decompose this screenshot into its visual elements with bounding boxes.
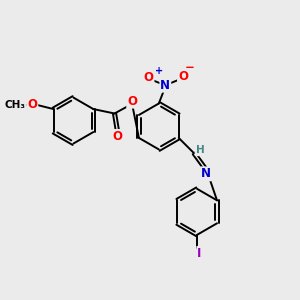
Text: O: O [27,98,38,111]
Text: −: − [185,61,195,74]
Text: CH₃: CH₃ [5,100,26,110]
Text: O: O [112,130,122,143]
Text: O: O [143,71,154,84]
Text: N: N [201,167,211,180]
Text: I: I [197,247,202,260]
Text: N: N [160,79,170,92]
Text: O: O [127,94,137,108]
Text: H: H [196,145,204,155]
Text: +: + [155,66,164,76]
Text: O: O [178,70,188,83]
